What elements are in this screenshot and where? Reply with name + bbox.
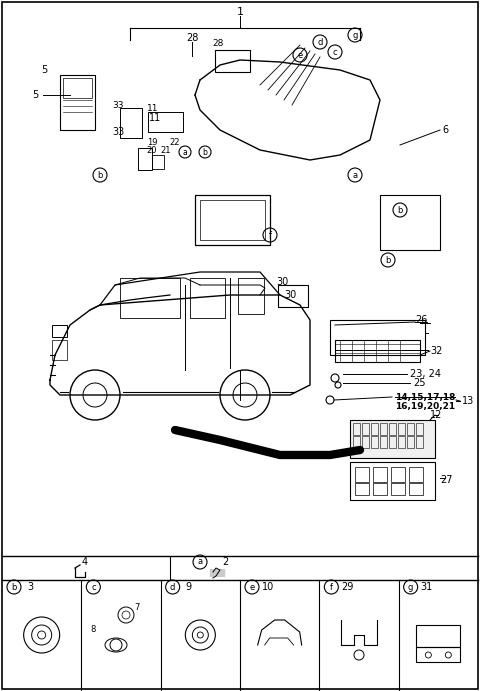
Bar [350, 420, 435, 458]
Text: 5: 5 [41, 65, 47, 75]
Text: 14,15,17,18: 14,15,17,18 [395, 392, 456, 401]
Bar [52, 325, 67, 337]
Text: 19: 19 [147, 138, 157, 146]
Bar [355, 483, 369, 495]
Bar [380, 195, 440, 250]
Text: 9: 9 [186, 582, 192, 592]
Text: g: g [408, 583, 413, 591]
Text: 3: 3 [27, 582, 33, 592]
Text: e: e [298, 50, 302, 59]
Text: f: f [268, 231, 272, 240]
Text: 30: 30 [276, 277, 288, 287]
Text: 26: 26 [415, 315, 427, 325]
Text: 16,19,20,21: 16,19,20,21 [395, 401, 455, 410]
Text: 30: 30 [284, 290, 296, 300]
Bar [278, 285, 308, 307]
Bar [190, 278, 225, 318]
Bar [389, 423, 396, 435]
Text: 20: 20 [147, 146, 157, 155]
Bar [60, 75, 95, 130]
Bar [373, 467, 387, 482]
Bar [120, 108, 142, 138]
Bar [238, 278, 264, 314]
Bar [416, 423, 423, 435]
Text: 21: 21 [161, 146, 171, 155]
Text: b: b [97, 171, 103, 180]
Text: e: e [250, 583, 254, 591]
Bar [215, 50, 250, 72]
Text: 29: 29 [341, 582, 354, 592]
Bar [407, 436, 414, 448]
Text: 28: 28 [186, 33, 198, 43]
Bar [416, 625, 460, 647]
Text: 2: 2 [222, 557, 228, 567]
Text: g: g [352, 30, 358, 39]
Text: 22: 22 [170, 138, 180, 146]
Bar [416, 647, 460, 662]
Bar [373, 483, 387, 495]
Bar [335, 340, 420, 362]
Text: b: b [397, 205, 403, 214]
Bar [353, 436, 360, 448]
Bar [398, 423, 405, 435]
Bar [389, 436, 396, 448]
Text: 7: 7 [134, 603, 140, 612]
Bar [195, 195, 270, 245]
Bar [398, 436, 405, 448]
Bar [355, 467, 369, 482]
Text: d: d [170, 583, 175, 591]
Bar [52, 340, 67, 360]
Text: 1: 1 [237, 7, 243, 17]
Bar [152, 155, 164, 169]
Text: 13: 13 [462, 396, 474, 406]
Bar [362, 436, 369, 448]
Text: c: c [333, 48, 337, 57]
Text: 33: 33 [112, 100, 124, 109]
Text: 12: 12 [430, 410, 443, 420]
Text: 11: 11 [147, 104, 159, 113]
Text: 8: 8 [91, 625, 96, 634]
Bar [362, 423, 369, 435]
Bar [138, 148, 152, 170]
Text: c: c [91, 583, 96, 591]
Text: 4: 4 [82, 557, 88, 567]
Bar [353, 423, 360, 435]
Bar [330, 320, 425, 355]
Text: 10: 10 [262, 582, 274, 592]
Bar [380, 423, 387, 435]
Text: 11: 11 [149, 113, 161, 123]
Bar [200, 200, 265, 240]
Bar [148, 112, 183, 132]
Text: b: b [203, 147, 207, 156]
Bar [391, 467, 405, 482]
Bar [409, 467, 423, 482]
Text: 28: 28 [212, 39, 224, 48]
Bar [63, 78, 92, 98]
Bar [407, 423, 414, 435]
Text: a: a [197, 558, 203, 567]
Bar [371, 423, 378, 435]
Bar [371, 436, 378, 448]
Text: a: a [352, 171, 358, 180]
Text: 32: 32 [430, 346, 443, 356]
Text: 23, 24: 23, 24 [410, 369, 441, 379]
Text: b: b [12, 583, 17, 591]
Bar [380, 436, 387, 448]
Text: d: d [317, 37, 323, 46]
Text: 31: 31 [420, 582, 433, 592]
Text: 25: 25 [413, 378, 425, 388]
Bar [120, 278, 180, 318]
Text: a: a [182, 147, 187, 156]
Bar [409, 483, 423, 495]
Text: 33: 33 [112, 127, 124, 137]
Text: 5: 5 [32, 90, 38, 100]
Text: b: b [385, 256, 391, 265]
Bar [391, 483, 405, 495]
Bar [350, 462, 435, 500]
Text: 6: 6 [442, 125, 448, 135]
Bar [416, 436, 423, 448]
Text: 27: 27 [440, 475, 453, 485]
Text: f: f [330, 583, 333, 591]
